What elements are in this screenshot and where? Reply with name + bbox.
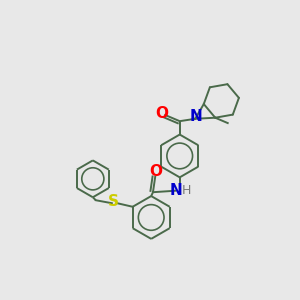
Text: N: N xyxy=(189,109,202,124)
Text: O: O xyxy=(149,164,162,179)
Text: S: S xyxy=(108,194,119,209)
Text: N: N xyxy=(169,183,182,198)
Text: O: O xyxy=(155,106,168,121)
Text: H: H xyxy=(182,184,191,197)
